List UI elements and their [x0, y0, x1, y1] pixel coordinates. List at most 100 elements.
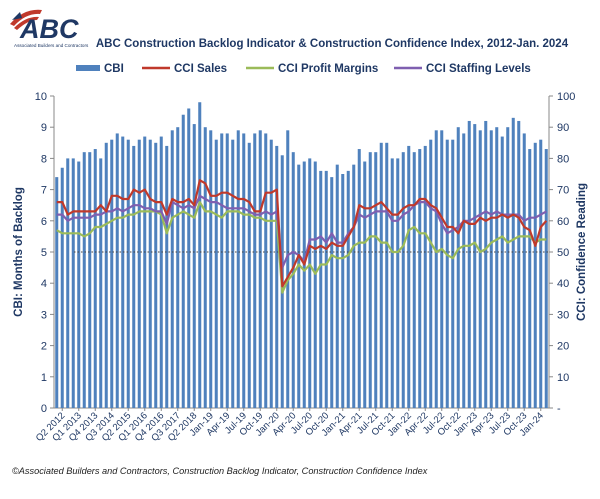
cbi-bar — [66, 158, 70, 408]
cbi-bar — [115, 133, 119, 408]
cbi-bar — [357, 149, 361, 409]
y-tick-label-left: 5 — [41, 247, 47, 259]
cbi-bar — [258, 130, 262, 408]
cbi-bar — [368, 152, 372, 408]
y-tick-label-left: 7 — [41, 185, 47, 197]
cbi-bar — [264, 133, 268, 408]
cbi-bar — [390, 158, 394, 408]
cbi-bar — [539, 139, 543, 408]
y-tick-label-left: 2 — [41, 341, 47, 353]
legend: CBI CCI Sales CCI Profit Margins CCI Sta… — [76, 63, 531, 75]
y-tick-label-left: 1 — [41, 372, 47, 384]
y-tick-label-left: 8 — [41, 153, 47, 165]
y-tick-label-left: 6 — [41, 216, 47, 228]
cbi-bar — [313, 161, 317, 408]
y-tick-label-right: 70 — [557, 185, 569, 197]
cbi-bar — [143, 136, 147, 408]
cbi-bar — [495, 127, 499, 408]
y-tick-label-right: 20 — [557, 341, 569, 353]
logo-tagline: Associated Builders and Contractors — [14, 43, 89, 48]
cbi-bar — [275, 145, 279, 409]
y-tick-label-right: - — [557, 403, 561, 415]
cbi-bar — [500, 136, 504, 408]
y-tick-label-left: 4 — [41, 278, 47, 290]
cbi-bar — [137, 139, 141, 408]
cbi-bar — [170, 130, 174, 408]
cbi-bar — [181, 114, 185, 408]
y-axis-left-title: CBI: Months of Backlog — [13, 187, 25, 317]
y-tick-label-left: 10 — [35, 91, 47, 103]
cbi-bar — [159, 136, 163, 408]
cbi-bar — [242, 133, 246, 408]
cbi-bar — [352, 164, 356, 408]
cbi-bar — [291, 152, 295, 408]
logo-brand: ABC — [19, 14, 79, 44]
cbi-bar — [319, 170, 323, 408]
cbi-bar — [522, 133, 526, 408]
cbi-bar — [225, 133, 229, 408]
cbi-bar — [176, 127, 180, 408]
cbi-bar — [324, 170, 328, 408]
y-tick-label-right: 30 — [557, 309, 569, 321]
y-tick-label-right: 80 — [557, 153, 569, 165]
y-tick-label-right: 50 — [557, 247, 569, 259]
cbi-bar — [93, 149, 97, 409]
cbi-bar — [330, 177, 334, 408]
y-tick-label-right: 10 — [557, 372, 569, 384]
legend-label-cbi: CBI — [104, 63, 124, 75]
cbi-bar — [192, 124, 196, 408]
cbi-bar — [429, 139, 433, 408]
cbi-bar — [396, 158, 400, 408]
cbi-bar — [440, 130, 444, 408]
cbi-bar — [209, 130, 213, 408]
abc-logo: ABC Associated Builders and Contractors — [10, 9, 89, 48]
cbi-bar — [308, 158, 312, 408]
cbi-bar — [236, 130, 240, 408]
y-tick-label-right: 40 — [557, 278, 569, 290]
y-tick-label-left: 3 — [41, 309, 47, 321]
cbi-bar — [462, 133, 466, 408]
cbi-bar — [423, 145, 427, 409]
cbi-bar — [154, 142, 158, 409]
cci-profit-margins-line — [56, 201, 547, 294]
cbi-bar — [55, 177, 59, 408]
cbi-bar — [77, 161, 81, 408]
cbi-bar — [374, 152, 378, 408]
cbi-bar — [445, 139, 449, 408]
cbi-bar — [412, 152, 416, 408]
cbi-bar — [104, 142, 108, 409]
cbi-bar — [88, 152, 92, 408]
cbi-bar — [484, 120, 488, 409]
cbi-bar — [456, 127, 460, 408]
legend-label-staffing: CCI Staffing Levels — [426, 63, 531, 75]
cbi-bar — [253, 133, 257, 408]
cbi-bar — [346, 170, 350, 408]
cbi-bar — [247, 142, 251, 409]
cbi-bar — [363, 161, 367, 408]
y-tick-label-right: 60 — [557, 216, 569, 228]
cbi-bar — [302, 161, 306, 408]
cci-sales-line — [56, 179, 548, 288]
cbi-bar — [231, 139, 235, 408]
cbi-bar — [110, 139, 114, 408]
cbi-bar — [478, 130, 482, 408]
cbi-bar — [220, 133, 224, 408]
legend-label-sales: CCI Sales — [174, 63, 227, 75]
cbi-bar — [132, 145, 136, 409]
cbi-bar — [82, 152, 86, 408]
cbi-bar — [407, 145, 411, 409]
cbi-bar — [187, 108, 191, 408]
cbi-bar — [148, 139, 152, 408]
cbi-bar — [467, 120, 471, 409]
cbi-bar — [341, 174, 345, 408]
cbi-bar — [506, 127, 510, 408]
flag-stripes-icon — [10, 9, 42, 26]
cbi-bar — [335, 164, 339, 408]
cci-staffing-levels-line — [56, 194, 547, 269]
cbi-bar — [451, 139, 455, 408]
y-tick-label-left: 9 — [41, 122, 47, 134]
cbi-bar — [60, 167, 64, 408]
cbi-bar — [126, 139, 130, 408]
